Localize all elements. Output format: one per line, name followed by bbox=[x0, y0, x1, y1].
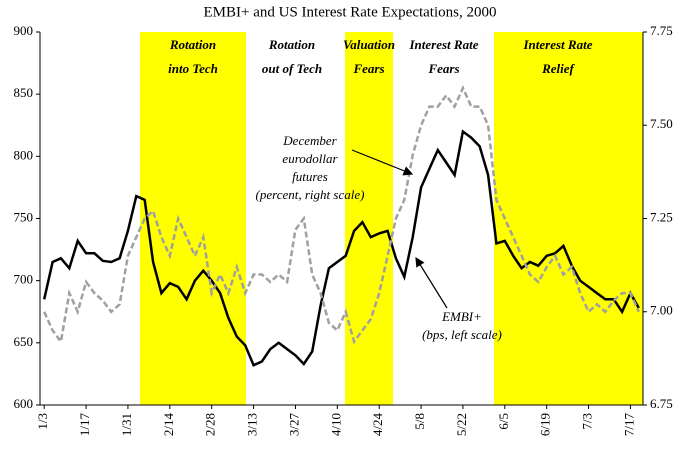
x-tick-label: 1/31 bbox=[119, 413, 134, 436]
y2-tick-label: 6.75 bbox=[650, 396, 673, 411]
x-tick-label: 5/8 bbox=[412, 413, 427, 430]
x-tick-label: 4/24 bbox=[370, 413, 385, 437]
x-tick-label: 3/13 bbox=[245, 413, 260, 436]
shaded-band bbox=[140, 32, 246, 405]
x-tick-label: 6/19 bbox=[538, 413, 553, 436]
y-tick-label: 650 bbox=[14, 334, 34, 349]
x-tick-label: 7/17 bbox=[621, 413, 636, 437]
x-tick-label: 4/10 bbox=[328, 413, 343, 436]
y-tick-label: 700 bbox=[14, 272, 34, 287]
x-tick-label: 3/27 bbox=[286, 413, 301, 437]
period-label: Rotation bbox=[169, 37, 216, 52]
annotation: (percent, right scale) bbox=[256, 187, 365, 202]
chart-title: EMBI+ and US Interest Rate Expectations,… bbox=[204, 4, 497, 20]
y2-tick-label: 7.75 bbox=[650, 23, 673, 38]
period-label: Relief bbox=[541, 61, 575, 76]
period-label: Interest Rate bbox=[523, 37, 593, 52]
y2-tick-label: 7.50 bbox=[650, 116, 673, 131]
y-tick-label: 600 bbox=[14, 396, 34, 411]
shaded-band bbox=[345, 32, 393, 405]
annotation: eurodollar bbox=[282, 151, 338, 166]
x-tick-label: 1/3 bbox=[35, 413, 50, 430]
period-label: Rotation bbox=[268, 37, 315, 52]
shaded-periods bbox=[140, 32, 643, 405]
y2-tick-label: 7.25 bbox=[650, 209, 673, 224]
x-tick-label: 6/5 bbox=[496, 413, 511, 430]
period-label: Fears bbox=[352, 61, 384, 76]
series-line bbox=[43, 84, 640, 345]
y-tick-label: 800 bbox=[14, 147, 34, 162]
period-label: Fears bbox=[427, 61, 459, 76]
annotation-arrow bbox=[415, 256, 448, 309]
y-tick-label: 900 bbox=[14, 23, 34, 38]
annotation: (bps, left scale) bbox=[422, 327, 502, 342]
x-tick-label: 7/3 bbox=[580, 413, 595, 430]
period-label: out of Tech bbox=[262, 61, 322, 76]
annotation-arrow bbox=[351, 149, 414, 176]
y-tick-label: 750 bbox=[14, 209, 34, 224]
x-tick-label: 1/17 bbox=[77, 413, 92, 437]
annotation: futures bbox=[292, 169, 328, 184]
shaded-band bbox=[494, 32, 643, 405]
period-label: Valuation bbox=[343, 37, 395, 52]
annotation: December bbox=[282, 133, 337, 148]
series-line bbox=[42, 129, 640, 367]
x-tick-label: 5/22 bbox=[454, 413, 469, 436]
x-tick-label: 2/28 bbox=[203, 413, 218, 436]
annotation: EMBI+ bbox=[441, 309, 482, 324]
period-label: into Tech bbox=[168, 61, 218, 76]
y-tick-label: 850 bbox=[14, 85, 34, 100]
y2-tick-label: 7.00 bbox=[650, 303, 673, 318]
x-tick-label: 2/14 bbox=[161, 413, 176, 437]
period-label: Interest Rate bbox=[409, 37, 479, 52]
